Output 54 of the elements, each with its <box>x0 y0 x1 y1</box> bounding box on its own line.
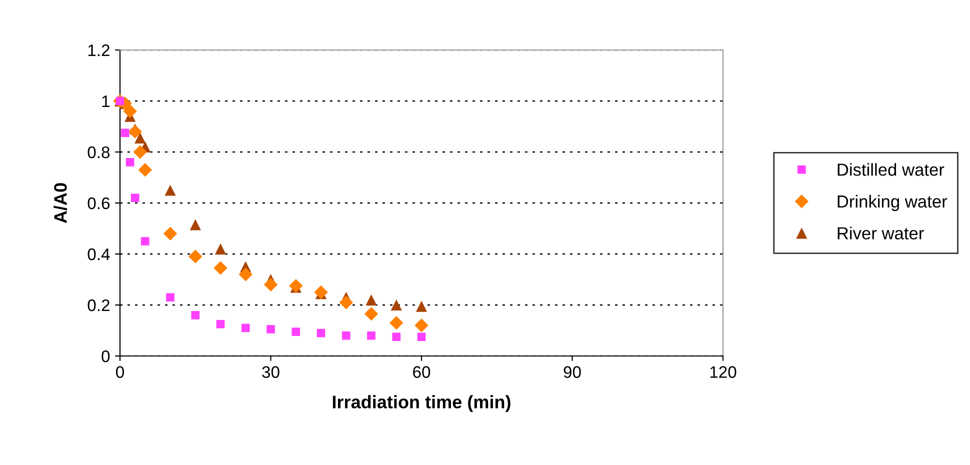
point <box>414 318 428 332</box>
point <box>316 328 326 338</box>
y-tick-label: 1.2 <box>88 44 110 56</box>
point <box>120 128 130 138</box>
x-tick-label: 30 <box>262 366 280 378</box>
point <box>264 278 278 292</box>
point <box>390 299 402 311</box>
point <box>214 261 228 275</box>
y-tick-label: 1 <box>102 96 110 108</box>
y-axis-title: A/A0 <box>54 183 68 224</box>
y-tick-label: 0.2 <box>88 299 110 312</box>
y-tick-label: 0.6 <box>88 197 110 210</box>
point <box>133 145 147 159</box>
point <box>289 279 303 293</box>
point <box>128 124 142 138</box>
legend-label: Drinking water <box>838 194 948 212</box>
point <box>134 132 146 144</box>
y-tick-label: 0.4 <box>88 248 110 260</box>
point <box>238 268 252 282</box>
y-tick-label: 0 <box>102 350 110 362</box>
point <box>266 325 275 334</box>
x-axis-title: Irradiation time (min) <box>332 395 510 412</box>
x-tick-label: 0 <box>116 366 124 378</box>
point <box>241 324 250 332</box>
point <box>126 158 134 166</box>
x-tick-label: 90 <box>564 366 581 378</box>
point <box>190 219 201 230</box>
point <box>416 300 428 312</box>
point <box>390 316 404 330</box>
point <box>366 294 377 306</box>
y-tick-label: 0.8 <box>88 146 110 158</box>
point <box>214 243 226 254</box>
point <box>164 184 176 196</box>
point <box>166 293 174 302</box>
point <box>130 194 140 202</box>
point <box>216 320 225 328</box>
point <box>342 331 350 340</box>
point <box>123 104 137 118</box>
point <box>367 331 376 340</box>
point <box>417 332 426 342</box>
point <box>163 226 178 240</box>
point <box>392 332 401 342</box>
legend-label: Distilled water <box>838 163 944 176</box>
point <box>314 285 328 300</box>
x-tick-label: 60 <box>413 366 430 378</box>
legend-label: River water <box>838 226 924 240</box>
point <box>140 237 150 246</box>
x-tick-label: 120 <box>710 366 736 378</box>
point <box>191 311 200 320</box>
point <box>138 162 152 177</box>
point <box>339 296 353 310</box>
point <box>292 328 300 336</box>
point <box>188 250 202 264</box>
point <box>364 307 378 321</box>
